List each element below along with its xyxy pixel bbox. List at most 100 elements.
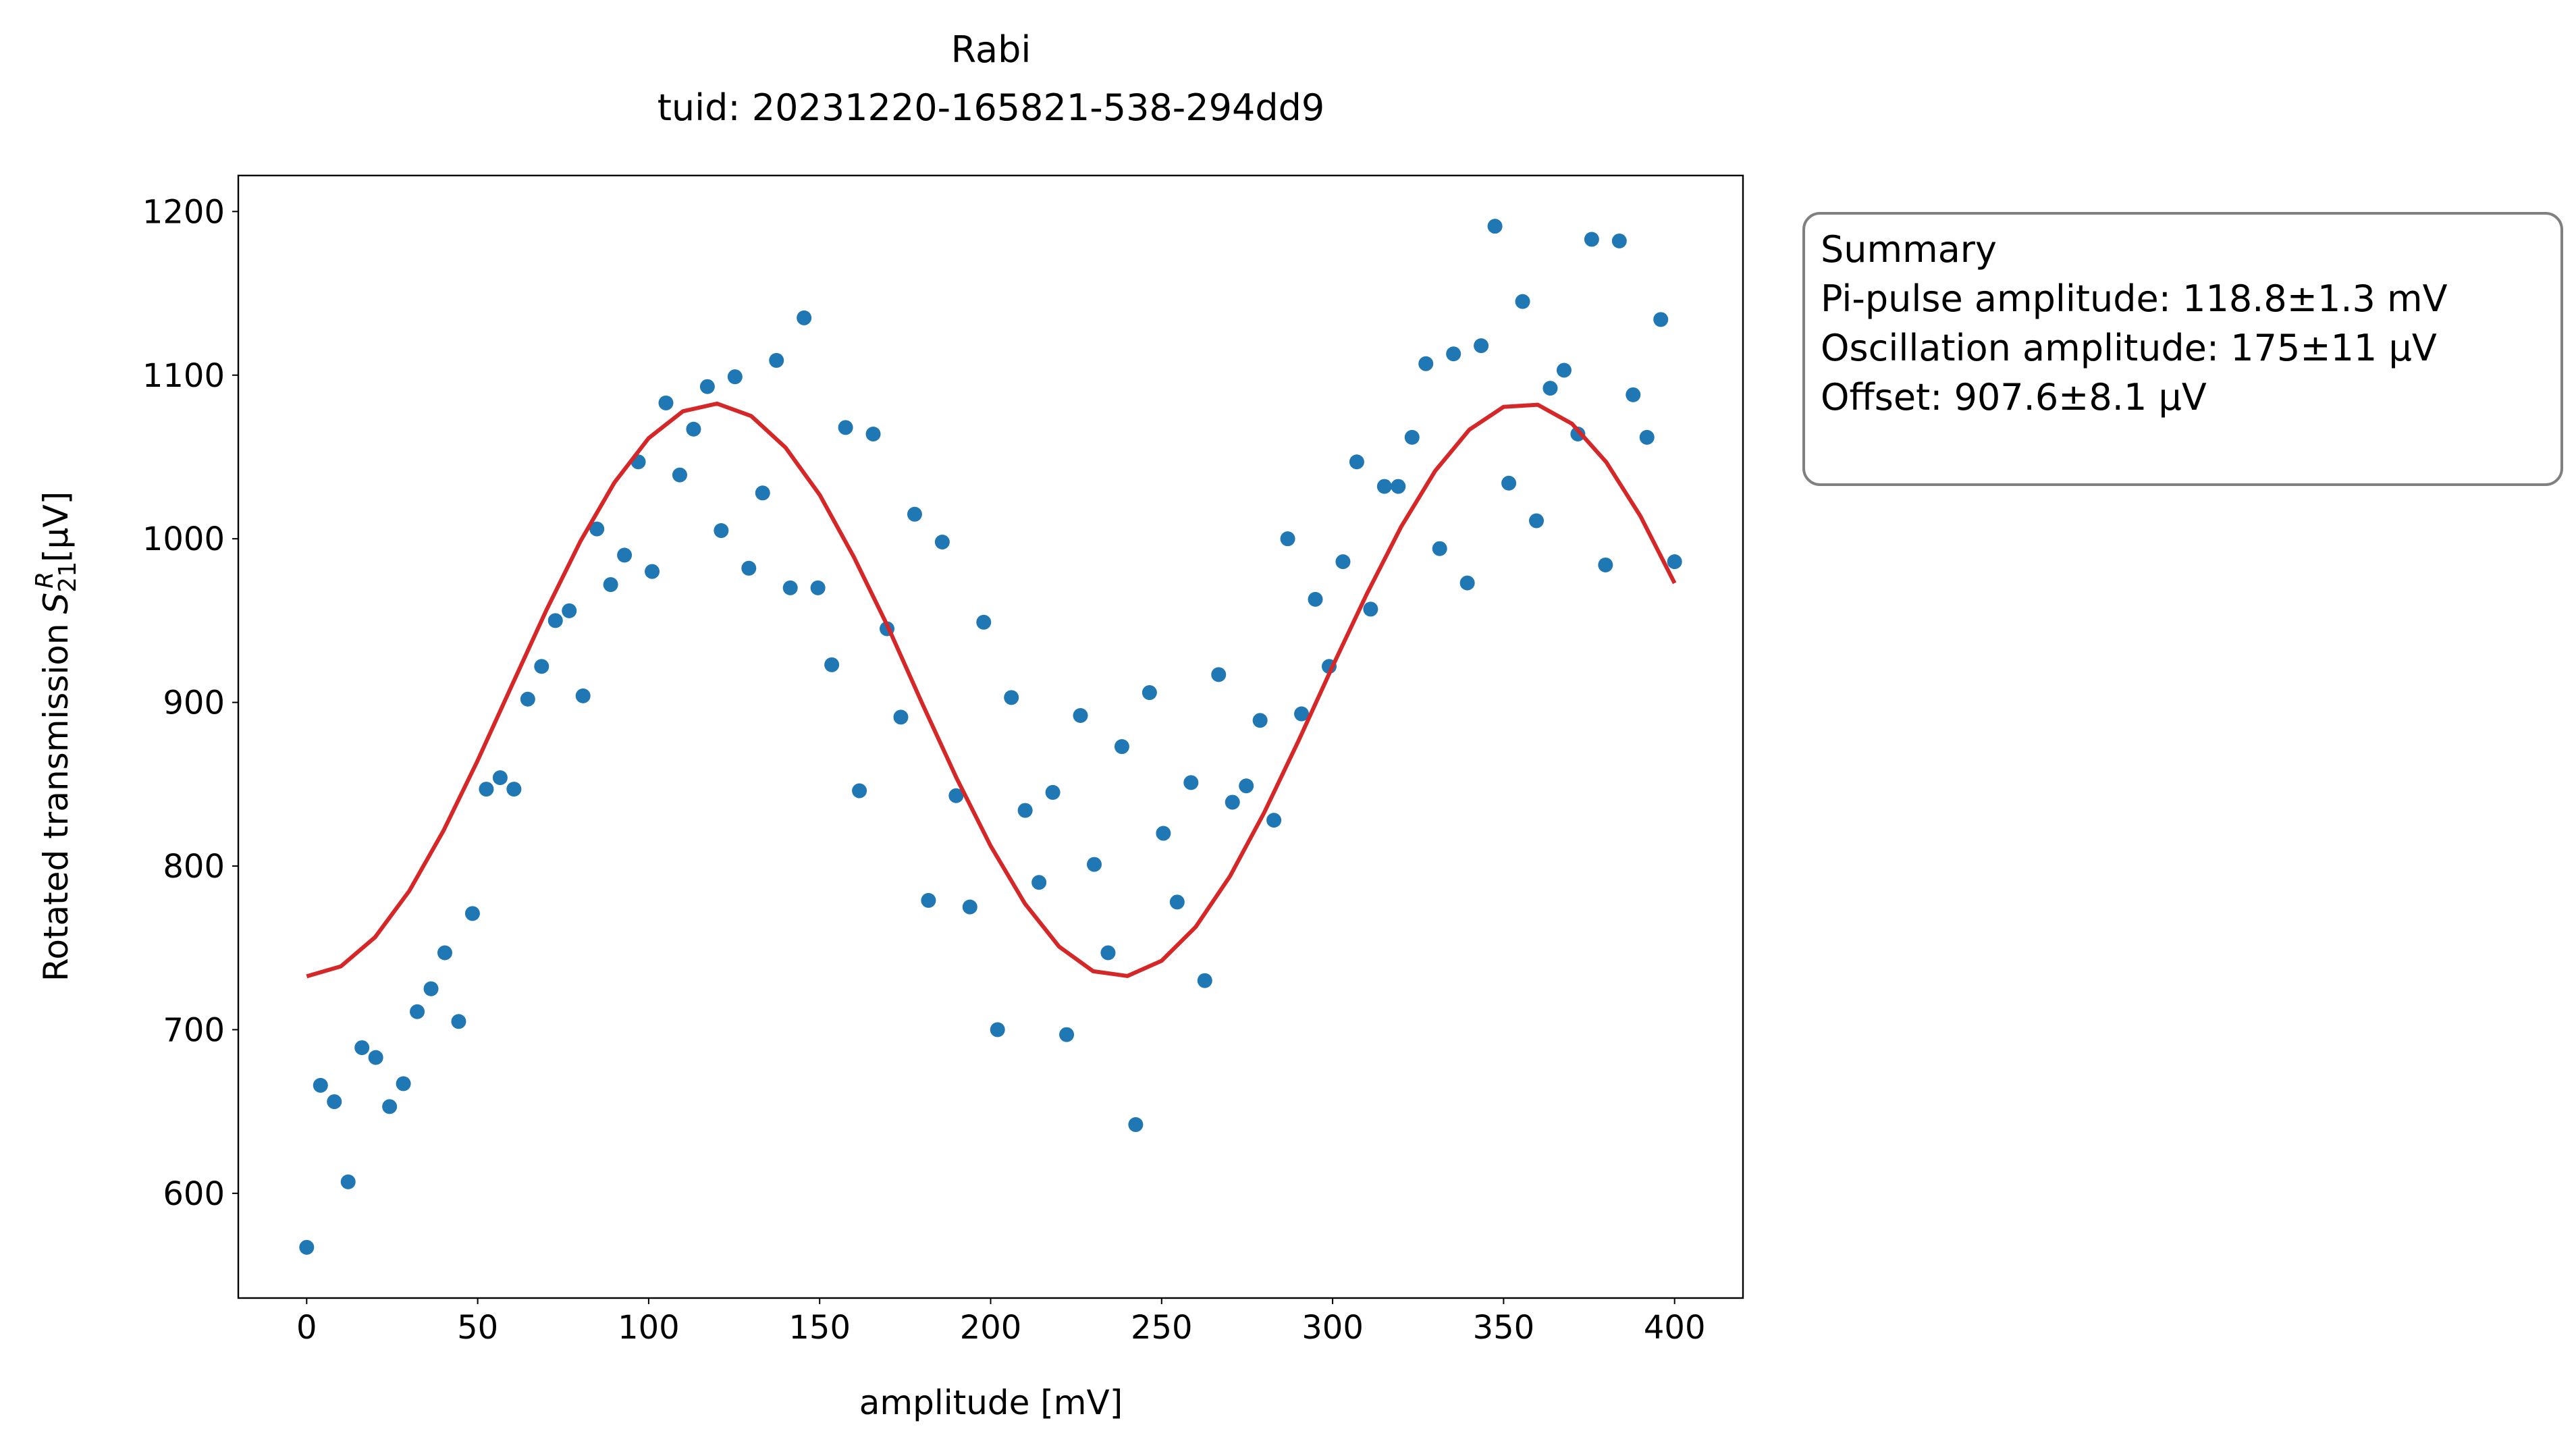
summary-line: Offset: 907.6±8.1 μV [1821, 376, 2207, 419]
data-point [838, 420, 853, 435]
data-point [1197, 973, 1212, 988]
data-point [1031, 875, 1047, 890]
x-tick-label: 300 [1302, 1309, 1364, 1347]
data-point [1004, 690, 1019, 705]
summary: Summary Pi-pulse amplitude: 118.8±1.3 mV O… [1821, 228, 2448, 419]
data-point [782, 580, 798, 595]
data-point [1017, 803, 1033, 818]
x-tick-label: 200 [960, 1309, 1022, 1347]
summary-title: Summary [1821, 228, 1997, 271]
x-tick-label: 100 [618, 1309, 680, 1347]
data-point [1626, 387, 1641, 402]
x-tick-label: 250 [1131, 1309, 1193, 1347]
data-point [1308, 591, 1323, 607]
y-tick-label: 1100 [142, 357, 225, 395]
y-axis-label: Rotated transmission S21R [μV] [31, 491, 82, 981]
summary-line: Oscillation amplitude: 175±11 μV [1821, 327, 2437, 369]
data-point [1515, 294, 1530, 309]
data-point [1584, 232, 1599, 247]
data-point [479, 782, 494, 797]
chart-title: Rabi [951, 28, 1031, 71]
data-point [575, 688, 591, 703]
data-point [1128, 1117, 1144, 1133]
data-point [1114, 739, 1129, 755]
data-point [1266, 813, 1282, 828]
data-point [797, 310, 812, 325]
data-point [1156, 826, 1171, 841]
data-point [934, 535, 950, 550]
data-point [1252, 713, 1268, 728]
x-tick-label: 0 [296, 1309, 317, 1347]
fit-line [306, 401, 1677, 979]
data-point [755, 485, 770, 501]
y-tick-label: 1200 [142, 193, 225, 231]
data-point [1363, 601, 1378, 617]
data-point [547, 613, 563, 628]
data-point [672, 467, 687, 483]
data-point [382, 1099, 398, 1114]
data-point [990, 1022, 1005, 1037]
data-point [658, 395, 674, 410]
data-point [1211, 667, 1227, 682]
data-point [1239, 778, 1254, 794]
data-point [1459, 575, 1475, 591]
data-point [410, 1004, 425, 1019]
data-point [741, 560, 757, 576]
data-point [1418, 356, 1434, 371]
data-point [1432, 541, 1447, 556]
data-point [1183, 775, 1199, 790]
data-point [520, 691, 535, 707]
data-point [1529, 513, 1545, 529]
data-point [1294, 706, 1310, 722]
data-point [1598, 557, 1613, 572]
data-point [1404, 429, 1420, 445]
data-point [1100, 945, 1116, 961]
y-tick-label: 1000 [142, 520, 225, 558]
data-point [962, 899, 977, 915]
y-label-symbol: S [36, 593, 76, 614]
data-point [1225, 794, 1240, 810]
data-point [1280, 531, 1295, 547]
y-label-subscript: 21 [54, 562, 82, 593]
plot-frame [237, 174, 1744, 1299]
data-point [617, 547, 633, 563]
data-point [948, 788, 964, 803]
data-point [1142, 685, 1157, 701]
data-point [714, 523, 729, 539]
data-point [1045, 784, 1061, 800]
data-point [464, 906, 480, 921]
data-point [313, 1077, 328, 1093]
data-point [810, 580, 826, 595]
data-point [603, 577, 618, 593]
x-tick-label: 350 [1473, 1309, 1535, 1347]
data-point [1667, 554, 1682, 570]
y-tick-label: 600 [163, 1175, 225, 1213]
data-point [423, 981, 439, 996]
y-tick-label: 800 [163, 848, 225, 886]
data-point [1570, 427, 1586, 442]
data-point [1653, 312, 1669, 327]
data-point [1556, 362, 1572, 378]
data-point [368, 1050, 383, 1065]
data-point [1086, 857, 1102, 872]
data-point [893, 709, 909, 725]
y-label-text: Rotated transmission [36, 623, 76, 981]
data-point [907, 506, 922, 522]
data-point [699, 379, 715, 394]
data-point [1639, 429, 1655, 445]
y-tick-label: 700 [163, 1011, 225, 1049]
data-point [1446, 346, 1461, 362]
data-point [396, 1076, 411, 1091]
x-tick-label: 150 [788, 1309, 851, 1347]
y-label-unit: [μV] [36, 491, 76, 562]
data-point [645, 564, 660, 579]
data-point [451, 1014, 466, 1029]
x-axis-label: amplitude [mV] [859, 1383, 1123, 1422]
data-point [1059, 1027, 1075, 1042]
data-point [824, 657, 840, 672]
data-point [686, 421, 701, 437]
x-tick-label: 50 [457, 1309, 498, 1347]
chart-subtitle: tuid: 20231220-165821-538-294dd9 [658, 86, 1325, 129]
